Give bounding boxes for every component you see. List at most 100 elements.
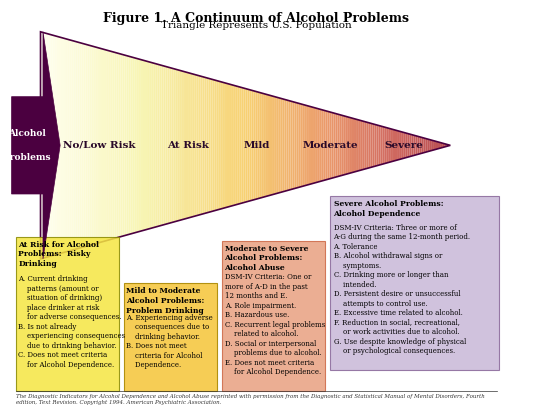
Polygon shape [98,48,100,243]
Polygon shape [391,129,393,162]
Polygon shape [354,119,356,172]
Polygon shape [149,62,151,229]
Polygon shape [375,124,377,166]
Polygon shape [143,60,145,231]
Polygon shape [141,60,143,231]
Polygon shape [124,55,126,236]
Polygon shape [241,88,243,203]
Polygon shape [251,90,254,200]
Polygon shape [112,52,114,239]
Polygon shape [393,129,395,161]
Polygon shape [49,34,51,256]
Polygon shape [301,104,303,187]
Text: A. Current drinking
    patterns (amount or
    situation of drinking)
    place: A. Current drinking patterns (amount or … [19,275,125,369]
Polygon shape [147,61,149,229]
Polygon shape [41,32,42,259]
Polygon shape [403,132,405,158]
Polygon shape [63,38,65,253]
Polygon shape [266,94,268,196]
Polygon shape [442,143,444,148]
Polygon shape [370,123,372,167]
Text: Moderate to Severe
Alcohol Problems:
Alcohol Abuse: Moderate to Severe Alcohol Problems: Alc… [224,245,308,272]
Polygon shape [235,86,237,205]
Polygon shape [72,40,73,250]
Polygon shape [131,57,133,234]
Polygon shape [444,144,446,147]
Polygon shape [385,127,387,164]
Polygon shape [329,112,332,179]
Polygon shape [270,95,272,196]
Polygon shape [84,44,86,247]
Polygon shape [288,101,290,190]
Polygon shape [262,93,264,198]
Polygon shape [336,114,338,177]
Polygon shape [92,46,94,245]
Polygon shape [157,64,159,227]
Text: Problems: Problems [3,153,51,162]
Polygon shape [200,76,202,215]
Polygon shape [338,114,340,177]
Polygon shape [79,43,81,248]
Text: Severe: Severe [384,141,423,150]
Polygon shape [424,138,426,153]
Polygon shape [366,122,368,169]
Polygon shape [346,117,348,174]
Polygon shape [278,98,280,193]
Polygon shape [284,99,287,191]
Polygon shape [352,118,354,173]
Polygon shape [45,33,47,258]
Text: Triangle Represents U.S. Population: Triangle Represents U.S. Population [161,21,352,30]
Polygon shape [422,137,424,153]
Polygon shape [169,67,172,223]
Polygon shape [123,54,124,236]
Polygon shape [356,119,358,171]
Polygon shape [172,68,174,222]
Polygon shape [250,90,251,201]
Polygon shape [231,85,233,206]
Polygon shape [155,63,157,227]
Polygon shape [287,100,288,191]
Polygon shape [428,139,430,152]
Polygon shape [194,74,196,216]
Polygon shape [90,45,92,245]
FancyBboxPatch shape [124,283,217,391]
Polygon shape [276,97,278,193]
FancyBboxPatch shape [16,236,119,391]
Polygon shape [446,144,448,146]
Polygon shape [256,91,258,199]
Polygon shape [243,88,245,203]
Polygon shape [188,73,190,218]
Polygon shape [217,81,219,210]
Polygon shape [260,92,262,198]
Polygon shape [126,56,129,235]
Polygon shape [420,137,422,154]
Text: Figure 1. A Continuum of Alcohol Problems: Figure 1. A Continuum of Alcohol Problem… [103,11,409,25]
Polygon shape [160,65,161,226]
Polygon shape [333,113,336,178]
Polygon shape [75,41,78,249]
Polygon shape [161,65,163,225]
Polygon shape [440,142,442,148]
Polygon shape [248,89,250,202]
Polygon shape [174,69,176,222]
Polygon shape [296,103,299,188]
Polygon shape [108,51,110,240]
Polygon shape [401,132,403,159]
Text: Mild to Moderate
Alcohol Problems:
Problem Drinking: Mild to Moderate Alcohol Problems: Probl… [126,287,205,315]
Polygon shape [206,78,208,213]
Polygon shape [408,133,409,157]
Polygon shape [293,101,295,189]
Polygon shape [133,57,135,234]
Polygon shape [395,130,397,161]
Polygon shape [239,87,241,204]
Polygon shape [327,111,329,180]
Polygon shape [12,32,60,259]
Polygon shape [313,107,315,183]
Polygon shape [229,84,231,207]
Polygon shape [118,53,120,237]
Polygon shape [129,56,131,234]
Text: Alcohol: Alcohol [8,129,46,138]
Polygon shape [268,95,270,196]
Polygon shape [360,120,362,170]
Polygon shape [106,50,108,241]
